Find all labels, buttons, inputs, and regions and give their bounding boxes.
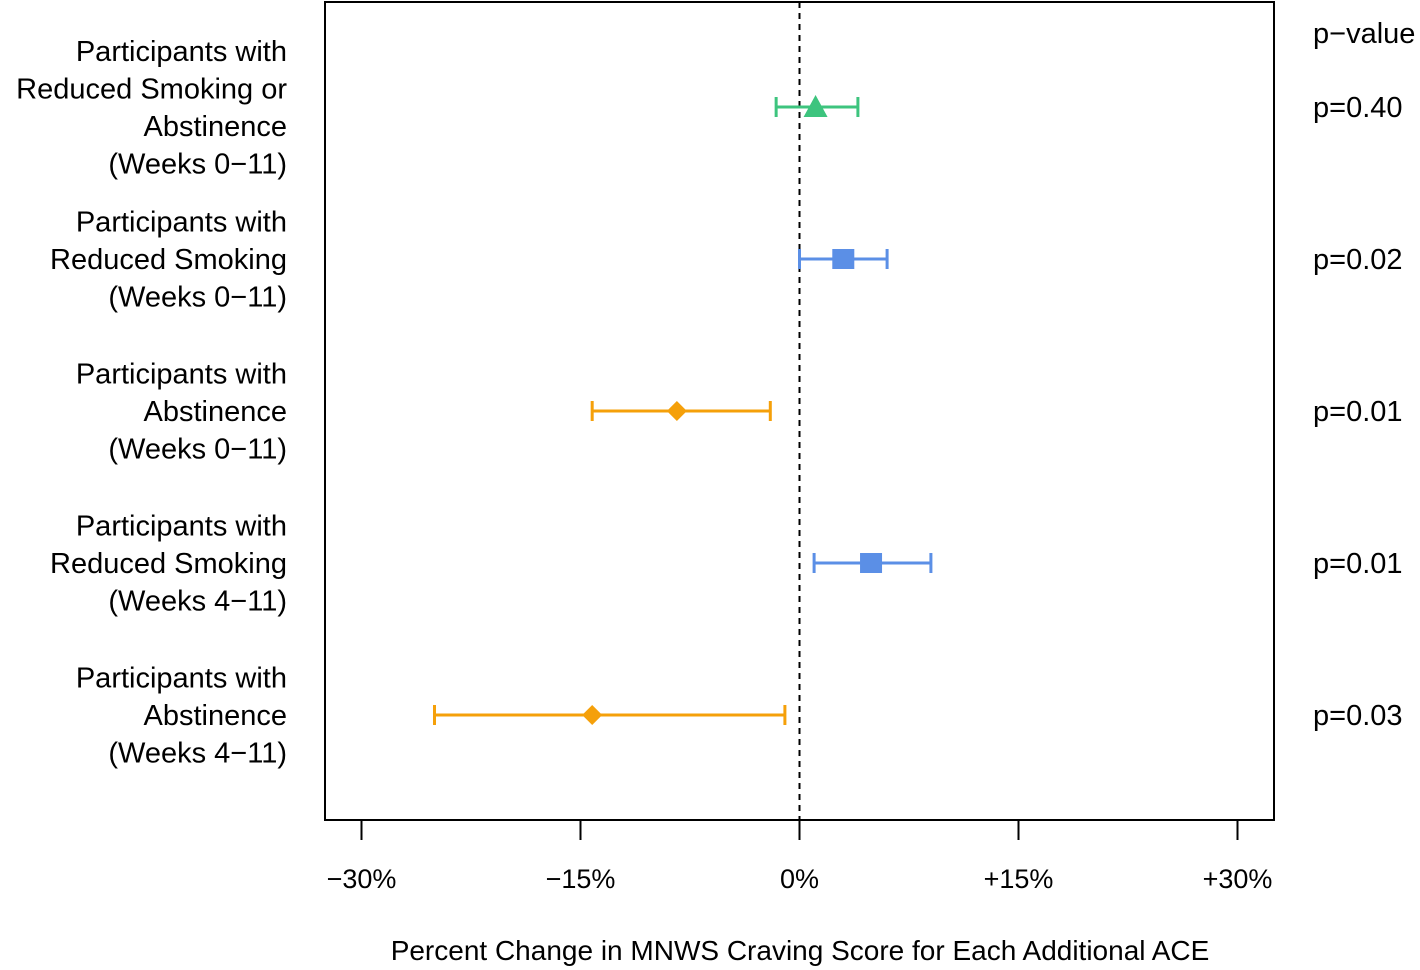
p-value-label: p=0.01	[1313, 548, 1403, 580]
row-label-line: Reduced Smoking	[50, 244, 287, 276]
row-label-line: Abstinence	[144, 396, 288, 428]
x-tick-label: −30%	[327, 864, 397, 894]
row-label-line: (Weeks 4−11)	[108, 586, 287, 618]
row-label-line: Participants with	[76, 207, 287, 239]
x-tick-label: 0%	[780, 864, 819, 894]
p-value-label: p=0.03	[1313, 700, 1403, 732]
p-value-label: p=0.01	[1313, 396, 1403, 428]
x-tick-label: +30%	[1203, 864, 1273, 894]
x-axis-label: Percent Change in MNWS Craving Score for…	[391, 935, 1210, 966]
forest-row: Participants with Abstinence (Weeks 4−11) p…	[76, 663, 1403, 770]
pvalue-header: p−value	[1313, 18, 1415, 50]
forest-rows: Participants with Reduced Smoking or Absti…	[16, 36, 1402, 770]
estimate-marker-square	[860, 553, 883, 573]
row-label-line: (Weeks 0−11)	[108, 148, 287, 180]
row-label-line: Participants with	[76, 663, 287, 695]
x-axis-ticks: −30% −15% 0% +15% +30%	[327, 820, 1273, 894]
row-label-line: Reduced Smoking	[50, 548, 287, 580]
row-label-line: Participants with	[76, 36, 287, 68]
row-label-line: Abstinence	[144, 111, 288, 143]
p-value-label: p=0.02	[1313, 244, 1403, 276]
row-label-line: (Weeks 0−11)	[108, 282, 287, 314]
estimate-marker-diamond	[582, 705, 603, 725]
row-label-line: (Weeks 0−11)	[108, 434, 287, 466]
forest-row: Participants with Reduced Smoking (Weeks 4…	[50, 511, 1403, 618]
row-label-line: Abstinence	[144, 700, 288, 732]
x-tick-label: +15%	[984, 864, 1054, 894]
forest-row: Participants with Reduced Smoking or Absti…	[16, 36, 1402, 181]
estimate-marker-diamond	[666, 401, 687, 421]
x-tick-label: −15%	[546, 864, 616, 894]
estimate-marker-triangle	[803, 95, 828, 117]
row-label-line: Reduced Smoking or	[16, 73, 287, 105]
row-label-line: Participants with	[76, 359, 287, 391]
forest-row: Participants with Abstinence (Weeks 0−11) p…	[76, 359, 1403, 466]
row-label-line: (Weeks 4−11)	[108, 738, 287, 770]
p-value-label: p=0.40	[1313, 92, 1403, 124]
row-label-line: Participants with	[76, 511, 287, 543]
estimate-marker-square	[832, 249, 855, 269]
forest-row: Participants with Reduced Smoking (Weeks 0…	[50, 207, 1403, 314]
